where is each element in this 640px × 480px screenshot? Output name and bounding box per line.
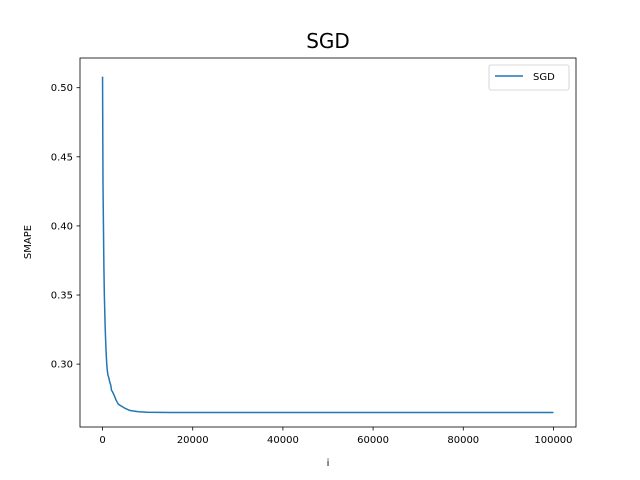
x-tick-label: 60000 (357, 435, 389, 446)
y-axis-label: SMAPE (23, 225, 34, 259)
y-tick-label: 0.50 (51, 83, 73, 94)
x-tick-label: 80000 (447, 435, 479, 446)
chart-title: SGD (306, 29, 350, 53)
x-tick-label: 0 (99, 435, 105, 446)
x-tick-label: 100000 (534, 435, 572, 446)
series-line-sgd (101, 76, 554, 414)
plot-area (101, 76, 554, 414)
y-axis: 0.30 0.35 0.40 0.45 0.50 (51, 83, 80, 371)
x-axis-label: i (327, 458, 330, 469)
y-tick-label: 0.45 (51, 152, 73, 163)
legend: SGD (488, 64, 570, 91)
axes-frame (79, 57, 577, 428)
x-tick-label: 20000 (177, 435, 209, 446)
x-axis: 0 20000 40000 60000 80000 100000 (99, 427, 573, 446)
y-tick-label: 0.40 (51, 221, 73, 232)
x-tick-label: 40000 (267, 435, 299, 446)
legend-entry-sgd: SGD (533, 72, 555, 83)
y-tick-label: 0.30 (51, 360, 73, 371)
legend-box (488, 64, 570, 91)
y-tick-label: 0.35 (51, 291, 73, 302)
